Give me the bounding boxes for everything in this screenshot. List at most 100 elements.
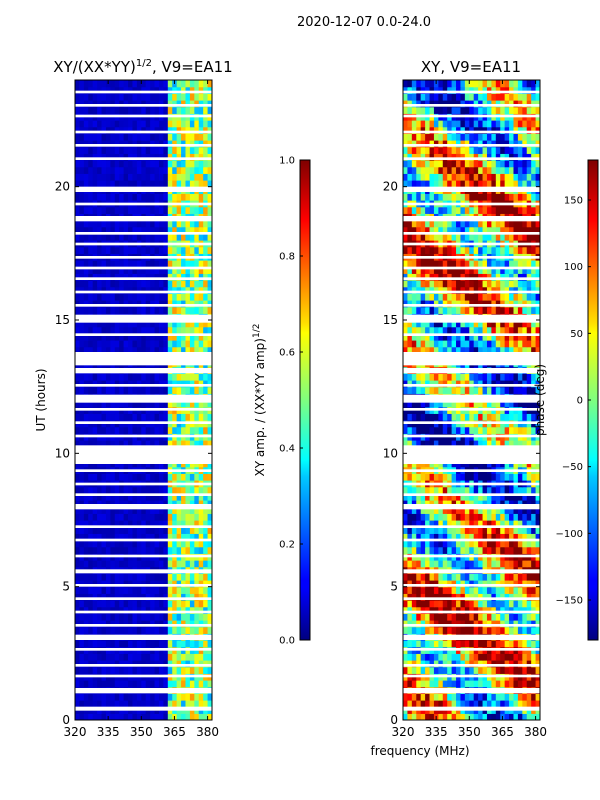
heatmap-cell	[433, 320, 439, 328]
heatmap-cell	[75, 606, 81, 614]
heatmap-cell	[92, 473, 98, 481]
heatmap-cell	[145, 193, 151, 201]
heatmap-cell	[189, 546, 195, 554]
heatmap-cell	[207, 540, 212, 548]
heatmap-cell	[500, 593, 506, 601]
heatmap-cell	[513, 413, 519, 421]
heatmap-cell	[123, 220, 129, 228]
heatmap-cell	[491, 580, 497, 588]
heatmap-cell	[79, 620, 85, 628]
heatmap-cell	[473, 386, 479, 394]
heatmap-cell	[464, 533, 470, 541]
heatmap-cell	[203, 580, 209, 588]
heatmap-cell	[411, 700, 417, 708]
heatmap-cell	[189, 226, 195, 234]
heatmap-cell	[438, 380, 444, 388]
heatmap-cell	[163, 593, 169, 601]
heatmap-cell	[495, 306, 501, 314]
heatmap-cell	[464, 513, 470, 521]
heatmap-cell	[132, 333, 138, 341]
heatmap-cell	[429, 700, 435, 708]
heatmap-cell	[101, 593, 107, 601]
heatmap-cell	[163, 533, 169, 541]
heatmap-cell	[456, 653, 462, 661]
heatmap-cell	[75, 506, 81, 514]
heatmap-cell	[75, 680, 81, 688]
heatmap-cell	[194, 506, 200, 514]
heatmap-cell	[163, 680, 169, 688]
heatmap-cell	[172, 586, 178, 594]
heatmap-cell	[101, 146, 107, 154]
heatmap-cell	[154, 500, 160, 508]
heatmap-cell	[92, 260, 98, 268]
flagged-row	[75, 664, 212, 667]
heatmap-cell	[469, 373, 475, 381]
heatmap-cell	[79, 473, 85, 481]
heatmap-cell	[101, 373, 107, 381]
heatmap-cell	[535, 326, 540, 334]
heatmap-cell	[150, 226, 156, 234]
heatmap-cell	[163, 86, 169, 94]
heatmap-cell	[114, 713, 120, 720]
heatmap-cell	[429, 306, 435, 314]
heatmap-cell	[141, 526, 147, 534]
heatmap-cell	[154, 680, 160, 688]
heatmap-cell	[504, 680, 510, 688]
heatmap-cell	[420, 713, 426, 720]
heatmap-cell	[105, 273, 111, 281]
heatmap-cell	[526, 526, 532, 534]
heatmap-cell	[451, 546, 457, 554]
heatmap-cell	[403, 613, 409, 621]
heatmap-cell	[203, 206, 209, 214]
heatmap-cell	[198, 640, 204, 648]
heatmap-cell	[207, 426, 212, 434]
heatmap-cell	[141, 93, 147, 101]
flagged-row	[75, 648, 212, 651]
heatmap-cell	[495, 693, 501, 701]
heatmap-cell	[163, 473, 169, 481]
heatmap-cell	[128, 573, 134, 581]
heatmap-cell	[416, 713, 422, 720]
heatmap-cell	[189, 320, 195, 328]
heatmap-cell	[158, 626, 164, 634]
heatmap-cell	[105, 526, 111, 534]
heatmap-cell	[451, 660, 457, 668]
heatmap-cell	[478, 413, 484, 421]
heatmap-cell	[535, 386, 540, 394]
heatmap-cell	[425, 346, 431, 354]
heatmap-cell	[207, 526, 212, 534]
heatmap-cell	[105, 500, 111, 508]
heatmap-cell	[88, 86, 94, 94]
heatmap-cell	[163, 166, 169, 174]
heatmap-cell	[451, 506, 457, 514]
heatmap-cell	[425, 606, 431, 614]
heatmap-cell	[145, 666, 151, 674]
heatmap-cell	[447, 533, 453, 541]
heatmap-cell	[198, 486, 204, 494]
heatmap-cell	[79, 260, 85, 268]
heatmap-cell	[517, 660, 523, 668]
heatmap-cell	[513, 700, 519, 708]
heatmap-cell	[429, 400, 435, 408]
heatmap-cell	[526, 626, 532, 634]
heatmap-cell	[101, 513, 107, 521]
heatmap-cell	[136, 346, 142, 354]
heatmap-cell	[207, 573, 212, 581]
heatmap-cell	[75, 546, 81, 554]
heatmap-cell	[181, 653, 187, 661]
heatmap-cell	[110, 333, 116, 341]
heatmap-cell	[132, 540, 138, 548]
heatmap-cell	[185, 326, 191, 334]
heatmap-cell	[92, 526, 98, 534]
heatmap-cell	[531, 320, 537, 328]
heatmap-cell	[101, 606, 107, 614]
heatmap-cell	[105, 266, 111, 274]
heatmap-cell	[438, 506, 444, 514]
heatmap-cell	[509, 546, 515, 554]
heatmap-cell	[114, 666, 120, 674]
heatmap-cell	[181, 100, 187, 108]
flagged-row	[75, 157, 212, 160]
heatmap-cell	[105, 486, 111, 494]
heatmap-cell	[79, 193, 85, 201]
heatmap-cell	[163, 340, 169, 348]
